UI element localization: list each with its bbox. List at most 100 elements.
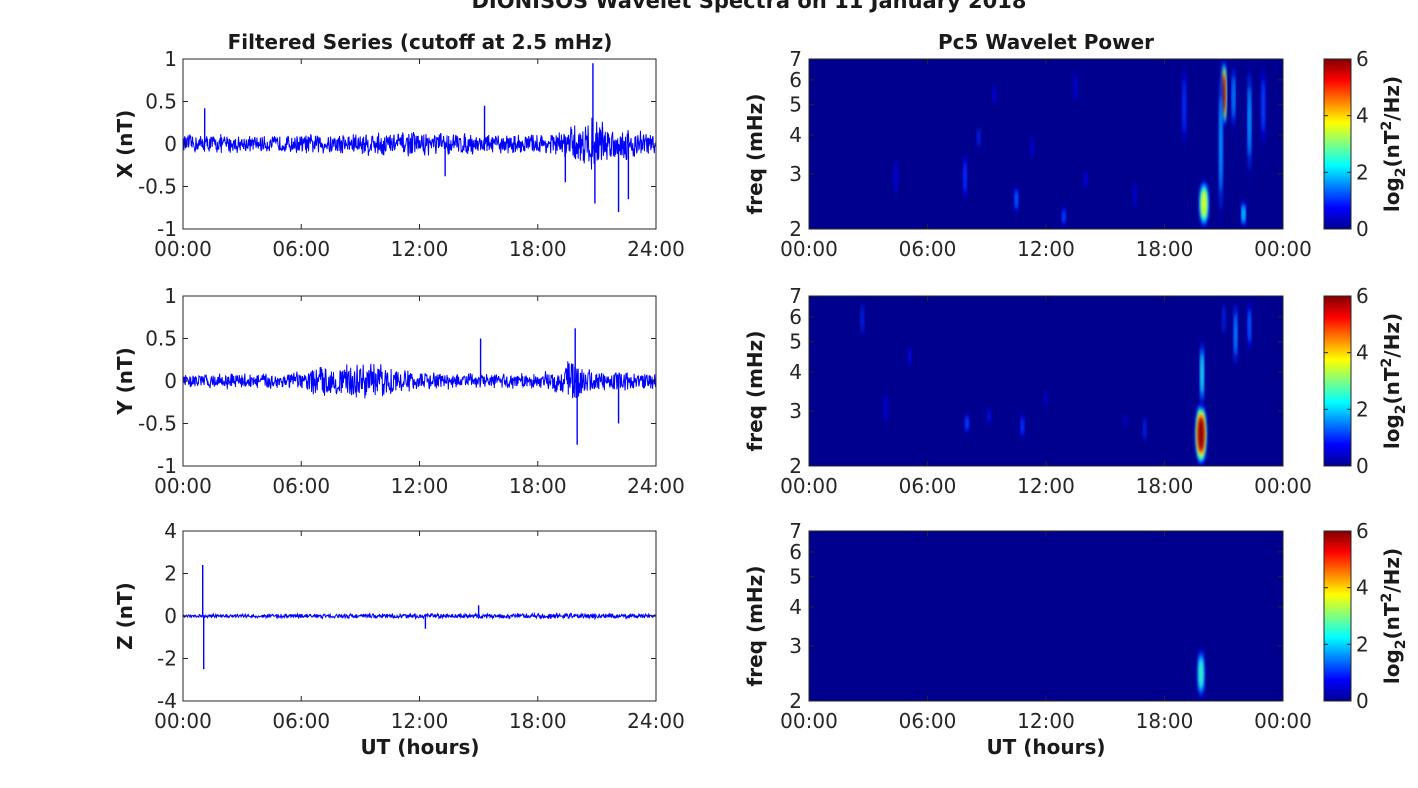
- power-blobs: [860, 296, 1252, 466]
- colorbar-tick-label: 6: [1356, 47, 1369, 71]
- power-blobs: [1197, 645, 1205, 701]
- y-axis-label: freq (mHz): [743, 331, 767, 452]
- blob-10: [908, 347, 912, 367]
- x-tick-label: 24:00: [627, 474, 685, 498]
- blob-6: [1021, 417, 1024, 435]
- y-tick-label: 7: [789, 47, 802, 71]
- y-tick-label: 3: [789, 399, 802, 423]
- x-tick-label: 18:00: [509, 474, 567, 498]
- y-tick-label: -4: [157, 689, 177, 713]
- y-tick-label: 6: [789, 68, 802, 92]
- x-tick-label: 12:00: [1017, 237, 1075, 261]
- colorbar-gradient: [1323, 58, 1352, 230]
- colorbar-2: 0 2 4 6 log2(nT2/Hz): [1323, 284, 1409, 478]
- blob-11: [977, 127, 981, 148]
- blob-2: [1219, 96, 1222, 192]
- spectrum-background: [809, 296, 1283, 466]
- blob-11: [987, 407, 991, 426]
- blob-5: [1242, 205, 1245, 222]
- x-tick-label: 18:00: [1136, 709, 1194, 733]
- y-tick-label: 0: [164, 604, 177, 628]
- x-tick-label: 12:00: [1017, 474, 1075, 498]
- colorbar-tick-label: 0: [1356, 689, 1369, 713]
- y-tick-label: 4: [164, 519, 177, 543]
- x-tick-label: 06:00: [272, 474, 330, 498]
- y-tick-label: 5: [789, 565, 802, 589]
- x-tick-label: 12:00: [391, 709, 449, 733]
- wavelet-panel-1: 2 3 4 567 00:00 06:00 12:00 18:00 00:00 freq (mHz…: [743, 47, 1312, 261]
- x-tick-label: 24:00: [627, 237, 685, 261]
- x-tick-label: 06:00: [899, 474, 957, 498]
- colorbar-tick-label: 4: [1356, 341, 1369, 365]
- y-tick-label: 7: [789, 284, 802, 308]
- x-tick-label: 00:00: [154, 709, 212, 733]
- y-axis-label: Z (nT): [113, 582, 137, 650]
- y-tick-label: 3: [789, 162, 802, 186]
- x-tick-label: 00:00: [154, 237, 212, 261]
- colorbar-tick-label: 2: [1356, 160, 1369, 184]
- colorbar-label: log2(nT2/Hz): [1379, 548, 1409, 684]
- wavelet-panel-2: 2 3 4 567 00:00 06:00 12:00 18:00 00:00 freq (mHz…: [743, 284, 1312, 498]
- colorbar-tick-label: 6: [1356, 519, 1369, 543]
- blob-4: [1232, 75, 1235, 119]
- blob-13: [993, 85, 996, 105]
- left-x-axis-label: UT (hours): [360, 735, 479, 759]
- blob-15: [1084, 170, 1087, 189]
- blob-1: [1200, 353, 1204, 394]
- y-tick-label: 5: [789, 93, 802, 117]
- timeseries-panel-x: 1 0.5 0 -0.5 -100:00 06:00 12:00 18:00 24:00 X (n…: [113, 47, 685, 261]
- wavelet-panel-3: 2 3 4 567 00:00 06:00 12:00 18:00 00:00 freq (mHz…: [743, 519, 1312, 733]
- timeseries-panel-y: 1 0.5 0 -0.5 -100:00 06:00 12:00 18:00 24:00 Y (n…: [113, 284, 685, 498]
- series-line: [182, 611, 657, 621]
- colorbar-tick-label: 2: [1356, 632, 1369, 656]
- blob-9: [1062, 209, 1066, 224]
- x-tick-label: 00:00: [1254, 237, 1312, 261]
- blob-10: [963, 161, 967, 193]
- blob-0: [1198, 418, 1204, 450]
- x-tick-label: 00:00: [780, 237, 838, 261]
- y-tick-label: 3: [789, 634, 802, 658]
- y-tick-label: 4: [789, 595, 802, 619]
- y-tick-label: 7: [789, 519, 802, 543]
- y-tick-label: 0.5: [145, 90, 177, 114]
- y-tick-label: 2: [789, 689, 802, 713]
- blob-0: [1201, 190, 1207, 217]
- x-tick-label: 18:00: [509, 709, 567, 733]
- blob-3: [1183, 79, 1186, 133]
- colorbar-tick-label: 6: [1356, 284, 1369, 308]
- colorbar-label: log2(nT2/Hz): [1379, 313, 1409, 449]
- colorbar-gradient: [1323, 295, 1352, 467]
- x-tick-label: 18:00: [1136, 474, 1194, 498]
- spectrum-background: [809, 59, 1283, 229]
- x-tick-label: 06:00: [899, 237, 957, 261]
- colorbar-tick-label: 4: [1356, 104, 1369, 128]
- y-axis-label: freq (mHz): [743, 566, 767, 687]
- left-column-title: Filtered Series (cutoff at 2.5 mHz): [228, 30, 613, 54]
- y-tick-label: 1: [164, 47, 177, 71]
- colorbar-3: 0 2 4 6 log2(nT2/Hz): [1323, 519, 1409, 713]
- y-tick-label: 2: [789, 217, 802, 241]
- y-tick-label: 1: [164, 284, 177, 308]
- y-tick-label: -1: [157, 454, 177, 478]
- y-tick-label: 6: [789, 540, 802, 564]
- blob-12: [894, 159, 898, 195]
- y-tick-label: 2: [789, 454, 802, 478]
- blob-4: [1222, 304, 1226, 334]
- x-tick-label: 00:00: [780, 474, 838, 498]
- blob-0: [1199, 658, 1203, 689]
- y-tick-label: -1: [157, 217, 177, 241]
- y-axis-label: freq (mHz): [743, 94, 767, 215]
- blob-8: [861, 304, 864, 334]
- blob-5: [965, 416, 969, 431]
- blob-3: [1248, 309, 1251, 343]
- y-tick-label: 4: [789, 360, 802, 384]
- x-tick-label: 06:00: [272, 237, 330, 261]
- blob-8: [1015, 190, 1018, 209]
- x-tick-label: 18:00: [1136, 237, 1194, 261]
- right-x-axis-label: UT (hours): [986, 735, 1105, 759]
- blob-12: [1044, 390, 1048, 407]
- y-tick-label: 6: [789, 305, 802, 329]
- blob-14: [1074, 71, 1077, 102]
- x-tick-label: 12:00: [1017, 709, 1075, 733]
